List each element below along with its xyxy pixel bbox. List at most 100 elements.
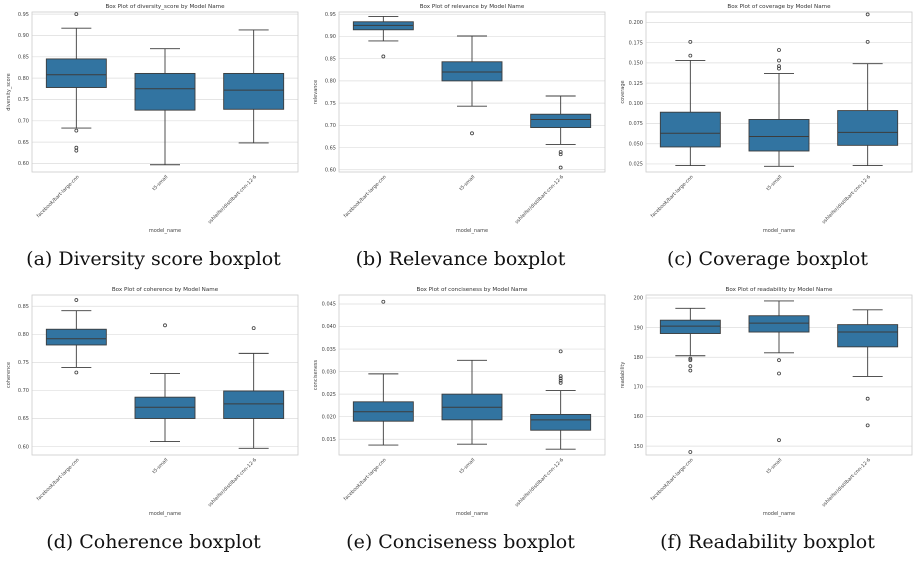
outlier-point <box>865 39 870 44</box>
outlier-point <box>777 438 781 443</box>
outlier-point <box>251 326 256 331</box>
outlier-point <box>558 150 563 154</box>
outlier-point <box>381 54 386 59</box>
outlier-point <box>688 356 693 361</box>
y-tick-label: 0.030 <box>322 369 336 375</box>
y-tick-label: 160 <box>633 414 643 420</box>
outlier-point <box>74 128 79 133</box>
chart-title: Box Plot of relevance by Model Name <box>420 4 525 10</box>
y-tick-label: 0.020 <box>322 414 336 420</box>
y-axis-label: coverage <box>620 80 626 103</box>
panel-diversity-score: Box Plot of diversity_score by Model Nam… <box>0 0 307 283</box>
box-iqr <box>441 61 503 82</box>
outlier-point <box>688 39 693 44</box>
y-tick-label: 0.040 <box>322 324 336 330</box>
x-axis-label: model_name <box>456 228 488 234</box>
x-axis-label: model_name <box>763 511 795 517</box>
box-iqr <box>530 413 592 431</box>
plot-frame <box>645 11 913 173</box>
x-tick-label: facebook/bart-large-cnn <box>343 174 388 219</box>
x-tick-label: sshleifer/distilbart-cnn-12-6 <box>821 174 872 225</box>
x-tick-label: sshleifer/distilbart-cnn-12-6 <box>207 174 258 225</box>
y-tick-label: 0.125 <box>629 81 643 87</box>
x-tick-label: sshleifer/distilbart-cnn-12-6 <box>514 174 565 225</box>
chart-conciseness: Box Plot of conciseness by Model Name 0.0… <box>313 287 606 517</box>
chart-readability: Box Plot of readability by Model Name 150… <box>620 287 913 517</box>
outlier-point <box>558 165 563 170</box>
y-tick-label: 200 <box>633 296 643 302</box>
outlier-point <box>558 380 563 385</box>
x-axis-label: model_name <box>456 511 488 517</box>
y-tick-label: 0.95 <box>18 12 29 18</box>
y-tick-label: 0.75 <box>18 360 29 366</box>
y-tick-label: 0.025 <box>322 392 336 398</box>
x-tick-label: t5-small <box>151 174 169 192</box>
box-iqr <box>223 72 285 110</box>
y-tick-label: 0.85 <box>18 55 29 61</box>
y-tick-label: 0.035 <box>322 347 336 353</box>
plot-frame <box>338 11 606 173</box>
y-tick-label: 0.80 <box>18 332 29 338</box>
x-tick-label: facebook/bart-large-cnn <box>650 457 695 502</box>
y-tick-label: 0.75 <box>325 101 336 107</box>
y-axis-label: diversity_score <box>6 73 12 111</box>
x-tick-label: t5-small <box>458 174 476 192</box>
outlier-point <box>688 364 693 369</box>
caption-relevance: (b) Relevance boxplot <box>355 248 566 270</box>
y-tick-label: 0.90 <box>325 34 336 40</box>
outlier-point <box>558 376 563 381</box>
box-iqr <box>134 72 196 111</box>
y-axis-label: coherence <box>6 362 12 388</box>
box-iqr <box>134 396 196 419</box>
x-tick-label: sshleifer/distilbart-cnn-12-6 <box>514 457 565 508</box>
chart-coverage: Box Plot of coverage by Model Name 0.025 0… <box>620 4 913 234</box>
chart-title: Box Plot of conciseness by Model Name <box>416 287 528 293</box>
y-tick-label: 190 <box>633 325 643 331</box>
outlier-point <box>777 58 781 63</box>
plot-frame <box>338 294 606 456</box>
x-tick-label: facebook/bart-large-cnn <box>650 174 695 219</box>
plot-frame <box>31 11 299 173</box>
outlier-point <box>777 48 781 52</box>
y-tick-label: 0.175 <box>629 40 643 46</box>
y-tick-label: 0.65 <box>18 416 29 422</box>
chart-title: Box Plot of coherence by Model Name <box>112 287 219 293</box>
outlier-point <box>74 370 79 375</box>
y-tick-label: 0.80 <box>18 76 29 82</box>
x-axis-label: model_name <box>763 228 795 234</box>
outlier-point <box>865 396 870 401</box>
chart-title: Box Plot of coverage by Model Name <box>727 4 831 10</box>
outlier-point <box>74 145 79 150</box>
outlier-point <box>777 66 781 71</box>
box-iqr <box>837 110 899 146</box>
chart-coherence: Box Plot of coherence by Model Name 0.60 0… <box>6 287 299 517</box>
x-tick-label: facebook/bart-large-cnn <box>36 457 81 502</box>
x-tick-label: t5-small <box>458 457 476 475</box>
outlier-point <box>558 378 563 383</box>
box-iqr <box>659 319 721 334</box>
plot-frame <box>31 294 299 456</box>
outlier-point <box>558 152 563 157</box>
outlier-point <box>865 423 870 428</box>
y-tick-label: 0.70 <box>18 119 29 125</box>
caption-coverage: (c) Coverage boxplot <box>667 248 868 270</box>
y-tick-label: 0.075 <box>629 121 643 127</box>
x-tick-label: t5-small <box>765 174 783 192</box>
x-tick-label: facebook/bart-large-cnn <box>36 174 81 219</box>
box-iqr <box>45 328 107 346</box>
chart-title: Box Plot of diversity_score by Model Nam… <box>105 4 225 10</box>
panel-conciseness: Box Plot of conciseness by Model Name 0.0… <box>307 283 614 566</box>
y-tick-label: 0.60 <box>325 167 336 173</box>
box-iqr <box>748 119 810 152</box>
panel-relevance: Box Plot of relevance by Model Name 0.60 0… <box>307 0 614 283</box>
outlier-point <box>777 371 781 376</box>
outlier-point <box>688 450 693 454</box>
outlier-point <box>74 12 79 17</box>
y-tick-label: 0.90 <box>18 33 29 39</box>
x-axis-label: model_name <box>149 511 181 517</box>
y-tick-label: 0.65 <box>325 145 336 151</box>
y-tick-label: 0.85 <box>325 56 336 62</box>
outlier-point <box>381 299 386 304</box>
outlier-point <box>470 131 474 136</box>
box-iqr <box>837 324 899 348</box>
